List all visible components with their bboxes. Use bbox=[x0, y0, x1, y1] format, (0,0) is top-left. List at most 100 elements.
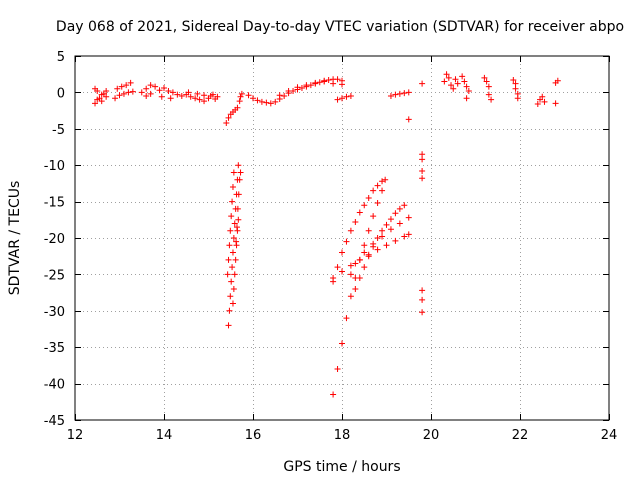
data-point bbox=[356, 275, 363, 282]
data-point bbox=[224, 271, 231, 278]
data-point bbox=[237, 93, 244, 100]
data-point bbox=[379, 233, 386, 240]
data-point bbox=[185, 89, 192, 96]
data-point bbox=[94, 87, 101, 94]
data-point bbox=[512, 85, 519, 92]
data-point bbox=[114, 85, 121, 92]
data-point bbox=[352, 260, 359, 267]
y-tick-label: -10 bbox=[44, 159, 65, 174]
data-point bbox=[392, 237, 399, 244]
data-point bbox=[374, 235, 381, 241]
data-point bbox=[236, 176, 243, 183]
data-point bbox=[539, 93, 546, 100]
data-point bbox=[463, 95, 470, 102]
data-point bbox=[396, 90, 403, 97]
x-tick-label: 16 bbox=[245, 428, 262, 443]
data-point bbox=[178, 93, 185, 100]
y-tick-label: -25 bbox=[44, 268, 65, 283]
data-point bbox=[361, 202, 368, 209]
data-point bbox=[483, 78, 490, 85]
series-cluster-2 bbox=[112, 79, 136, 102]
data-point bbox=[229, 264, 236, 271]
data-point bbox=[238, 90, 245, 97]
data-point bbox=[228, 278, 235, 285]
data-point bbox=[347, 93, 354, 100]
data-point bbox=[339, 268, 345, 275]
data-point bbox=[127, 79, 134, 86]
data-point bbox=[365, 227, 372, 234]
data-point bbox=[448, 82, 455, 89]
data-point bbox=[316, 79, 323, 86]
data-point bbox=[276, 92, 283, 99]
x-axis-label: GPS time / hours bbox=[283, 459, 400, 475]
data-point bbox=[356, 209, 363, 216]
series-ramp-2 bbox=[330, 178, 386, 285]
data-point bbox=[392, 210, 399, 217]
data-point bbox=[285, 87, 292, 94]
data-point bbox=[534, 101, 541, 108]
data-point bbox=[229, 198, 236, 205]
data-point bbox=[298, 85, 305, 92]
data-point bbox=[232, 256, 239, 263]
series-cluster-1 bbox=[92, 85, 110, 107]
data-points bbox=[92, 71, 561, 398]
data-point bbox=[370, 213, 377, 220]
data-point bbox=[450, 85, 457, 92]
data-point bbox=[352, 285, 359, 292]
series-ramp-4 bbox=[347, 202, 412, 292]
data-point bbox=[401, 202, 408, 209]
x-tick-label: 12 bbox=[67, 428, 84, 443]
data-point bbox=[143, 93, 150, 100]
series-cluster-10 bbox=[387, 89, 412, 100]
chart-title: Day 068 of 2021, Sidereal Day-to-day VTE… bbox=[56, 19, 624, 35]
data-point bbox=[419, 296, 426, 303]
x-tick-label: 14 bbox=[156, 428, 173, 443]
data-point bbox=[352, 218, 359, 225]
data-point bbox=[343, 93, 350, 100]
data-point bbox=[334, 96, 341, 103]
data-point bbox=[103, 93, 110, 100]
data-point bbox=[485, 83, 492, 90]
data-point bbox=[129, 88, 136, 95]
series-cluster-7 bbox=[236, 90, 245, 105]
data-point bbox=[343, 238, 350, 245]
data-point bbox=[387, 93, 394, 100]
data-point bbox=[92, 100, 99, 107]
data-point bbox=[235, 191, 242, 198]
data-point bbox=[167, 95, 174, 102]
data-point bbox=[294, 84, 301, 91]
data-point bbox=[374, 246, 381, 253]
data-point bbox=[245, 92, 252, 99]
data-point bbox=[396, 220, 403, 227]
data-point bbox=[419, 151, 426, 158]
data-point bbox=[230, 169, 237, 176]
y-tick-label: -45 bbox=[44, 414, 65, 429]
data-point bbox=[552, 100, 559, 107]
y-tick-label: -20 bbox=[44, 232, 65, 247]
data-point bbox=[236, 98, 243, 105]
data-point bbox=[454, 80, 461, 87]
data-point bbox=[465, 87, 472, 94]
series-cluster-15 bbox=[481, 74, 495, 103]
data-point bbox=[419, 80, 426, 87]
data-point bbox=[229, 300, 236, 307]
y-tick-labels: 5 0 -5 -10 -15 -20 -25 -30 -35 -40 -45 bbox=[44, 50, 65, 429]
data-point bbox=[194, 90, 201, 97]
data-point bbox=[379, 227, 386, 234]
series-cluster-5 bbox=[205, 91, 221, 102]
data-point bbox=[488, 96, 495, 103]
data-point bbox=[365, 194, 372, 201]
data-point bbox=[405, 214, 412, 221]
grid bbox=[75, 56, 609, 420]
data-point bbox=[281, 93, 288, 100]
data-point bbox=[165, 87, 172, 94]
data-point bbox=[214, 93, 221, 100]
data-point bbox=[250, 95, 256, 102]
data-point bbox=[387, 216, 394, 223]
data-point bbox=[161, 85, 167, 92]
data-point bbox=[209, 91, 216, 98]
data-point bbox=[258, 98, 265, 105]
data-point bbox=[510, 77, 517, 84]
data-point bbox=[116, 92, 123, 99]
data-point bbox=[485, 91, 492, 98]
